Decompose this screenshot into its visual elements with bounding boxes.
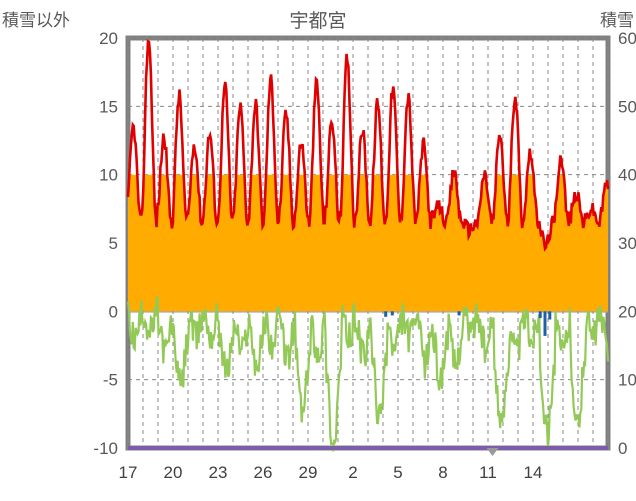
ytick-label-left: 0 — [109, 302, 118, 321]
xtick-label: 23 — [209, 463, 228, 482]
ytick-label-right: 20 — [618, 302, 636, 321]
ytick-label-left: 15 — [99, 97, 118, 116]
chart-svg: 20151050-5-10 6050403020100 17 20 23 26 29 2 5… — [0, 0, 636, 501]
ytick-label-right: 50 — [618, 97, 636, 116]
ytick-label-right: 40 — [618, 166, 636, 185]
ytick-label-left: 10 — [99, 166, 118, 185]
ytick-label-right: 10 — [618, 371, 636, 390]
ytick-labels-right: 60 50 40 30 20 10 0 — [618, 29, 636, 458]
ytick-label-right: 30 — [618, 234, 636, 253]
xtick-labels: 17 20 23 26 29 2 5 8 11 14 — [119, 463, 543, 482]
xtick-label: 8 — [438, 463, 447, 482]
snow-depth-bar — [548, 311, 551, 319]
xtick-label: 20 — [164, 463, 183, 482]
ytick-label-left: -5 — [103, 371, 118, 390]
ytick-label-right: 0 — [618, 439, 627, 458]
baseline-marker-triangle — [487, 448, 499, 456]
snow-depth-bar — [391, 311, 394, 315]
ytick-label-left: -10 — [93, 439, 118, 458]
xtick-label: 17 — [119, 463, 138, 482]
xtick-label: 5 — [393, 463, 402, 482]
snow-depth-bar — [544, 311, 547, 336]
xtick-label: 11 — [479, 463, 497, 482]
weather-chart: 宇都宮 積雪以外 積雪 20 15 10 5 0 -5 -10 60 50 40 30 20 10 0 … — [0, 0, 636, 501]
ytick-label-left: 20 — [99, 29, 118, 48]
xtick-label: 2 — [348, 463, 357, 482]
ytick-label-left: 5 — [109, 234, 118, 253]
xtick-label: 29 — [299, 463, 318, 482]
ytick-labels-left: 20 15 10 5 0 -5 -10 — [93, 29, 118, 458]
ytick-label-right: 60 — [618, 29, 636, 48]
xtick-label: 14 — [524, 463, 543, 482]
snow-depth-bar — [539, 311, 542, 318]
xtick-label: 26 — [254, 463, 273, 482]
snow-depth-bar — [458, 311, 461, 315]
snow-depth-bar — [384, 311, 387, 317]
